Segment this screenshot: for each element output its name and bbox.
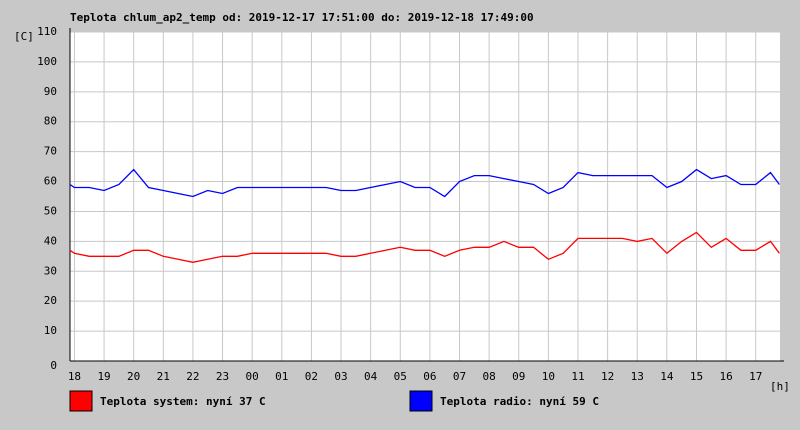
- x-tick-label: 03: [334, 370, 347, 383]
- y-tick-label: 20: [44, 294, 57, 307]
- y-tick-label: 100: [37, 55, 57, 68]
- x-tick-label: 00: [246, 370, 259, 383]
- x-tick-label: 05: [394, 370, 407, 383]
- x-tick-label: 19: [97, 370, 110, 383]
- x-tick-label: 08: [483, 370, 496, 383]
- plot-area: [70, 32, 780, 361]
- x-tick-label: 23: [216, 370, 229, 383]
- y-axis-label: [C]: [14, 30, 34, 43]
- legend-label: Teplota system: nyní 37 C: [100, 395, 266, 408]
- x-tick-label: 17: [749, 370, 762, 383]
- x-tick-label: 07: [453, 370, 466, 383]
- x-tick-label: 09: [512, 370, 525, 383]
- x-tick-label: 12: [601, 370, 614, 383]
- legend-swatch: [69, 390, 93, 412]
- x-tick-label: 01: [275, 370, 288, 383]
- y-tick-label: 110: [37, 25, 57, 38]
- x-tick-label: 11: [571, 370, 584, 383]
- x-tick-label: 10: [542, 370, 555, 383]
- y-tick-label: 80: [44, 115, 57, 128]
- y-tick-label: 40: [44, 234, 57, 247]
- x-tick-label: 21: [157, 370, 170, 383]
- x-tick-label: 04: [364, 370, 378, 383]
- legend-label: Teplota radio: nyní 59 C: [440, 395, 599, 408]
- y-tick-label: 10: [44, 324, 57, 337]
- x-tick-label: 20: [127, 370, 140, 383]
- y-tick-label: 30: [44, 264, 57, 277]
- chart-title: Teplota chlum_ap2_temp od: 2019-12-17 17…: [70, 11, 534, 24]
- x-tick-label: 15: [690, 370, 703, 383]
- x-tick-label: 02: [305, 370, 318, 383]
- series-line: [69, 231, 780, 263]
- y-tick-label: 0: [50, 359, 57, 372]
- x-tick-label: 16: [719, 370, 732, 383]
- x-tick-label: 18: [68, 370, 81, 383]
- series-line: [69, 168, 780, 198]
- x-axis-label: [h]: [770, 380, 790, 393]
- legend-swatch: [409, 390, 433, 412]
- y-tick-label: 50: [44, 204, 57, 217]
- y-tick-label: 70: [44, 145, 57, 158]
- y-tick-label: 90: [44, 85, 57, 98]
- x-tick-label: 22: [186, 370, 199, 383]
- x-tick-label: 14: [660, 370, 674, 383]
- x-tick-label: 06: [423, 370, 436, 383]
- y-tick-label: 60: [44, 175, 57, 188]
- x-tick-label: 13: [631, 370, 644, 383]
